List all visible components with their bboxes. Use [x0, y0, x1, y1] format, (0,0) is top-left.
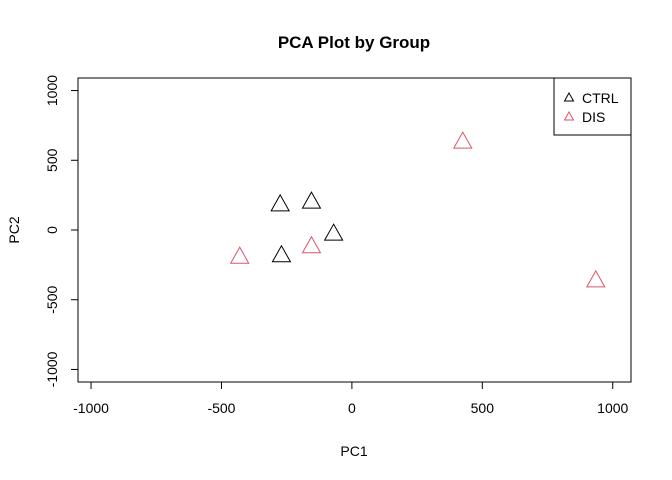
legend: CTRL DIS [553, 77, 632, 136]
data-point-dis [301, 235, 322, 254]
x-tick-label: 1000 [597, 400, 628, 416]
data-point-ctrl [271, 244, 292, 263]
x-tick-label: -1000 [73, 400, 109, 416]
y-tick-label: 1000 [44, 75, 60, 106]
plot-frame [77, 77, 632, 383]
legend-label-dis: DIS [582, 109, 605, 125]
y-axis: -1000 -500 0 500 1000 [44, 75, 79, 387]
data-point-ctrl [301, 191, 322, 209]
chart-title: PCA Plot by Group [278, 33, 430, 52]
data-point-dis [452, 131, 473, 149]
x-tick-label: 500 [471, 400, 495, 416]
data-points [229, 131, 606, 288]
legend-marker-dis [563, 110, 575, 121]
x-axis: -1000 -500 0 500 1000 [73, 381, 629, 416]
x-tick-label: 0 [348, 400, 356, 416]
x-axis-label: PC1 [340, 443, 367, 459]
y-tick-label: 0 [44, 226, 60, 234]
data-point-ctrl [270, 193, 291, 212]
legend-box [553, 77, 632, 136]
data-point-dis [229, 246, 250, 264]
data-point-dis [585, 269, 606, 288]
y-tick-label: -500 [44, 286, 60, 314]
y-tick-label: -1000 [44, 351, 60, 387]
y-axis-label: PC2 [6, 216, 22, 243]
data-point-ctrl [323, 223, 344, 241]
y-tick-label: 500 [44, 148, 60, 172]
legend-label-ctrl: CTRL [582, 90, 619, 106]
legend-marker-ctrl [563, 91, 575, 102]
x-tick-label: -500 [207, 400, 235, 416]
